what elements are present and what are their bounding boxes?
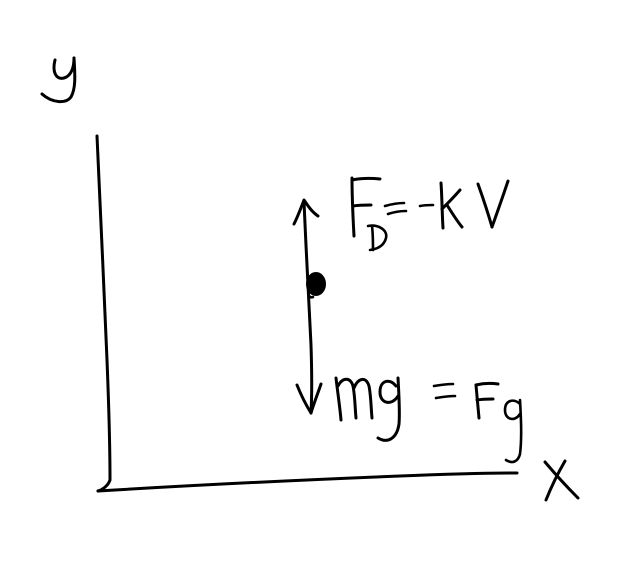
gravity-arrow-head — [295, 382, 323, 415]
falling-object — [306, 272, 326, 296]
force-vector-line — [302, 200, 314, 415]
gravity-force-label — [334, 376, 523, 464]
y-axis-label — [40, 56, 77, 103]
x-axis-line — [96, 471, 519, 493]
y-axis-line — [95, 134, 112, 493]
drag-arrow-head — [292, 198, 320, 226]
x-axis-label — [543, 459, 580, 502]
drag-force-label — [350, 176, 510, 252]
falling-object-tail — [307, 290, 315, 299]
